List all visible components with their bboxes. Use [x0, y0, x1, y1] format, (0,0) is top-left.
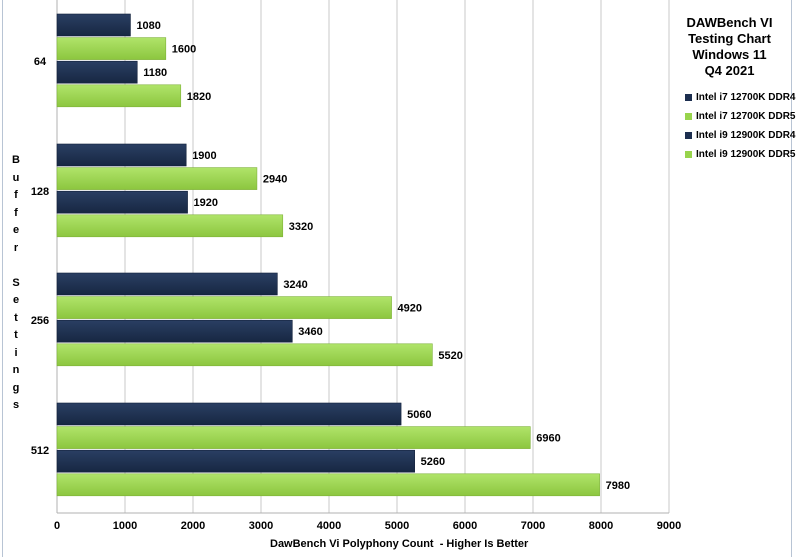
data-label: 1180 [143, 67, 167, 79]
data-label: 3240 [283, 279, 307, 291]
legend-label: Intel i9 12900K DDR4 [696, 130, 796, 141]
y-axis-label-char: t [14, 311, 18, 324]
legend-label: Intel i7 12700K DDR5 [696, 111, 796, 122]
legend-swatch [685, 94, 692, 101]
y-axis-label-char: u [12, 171, 20, 184]
x-tick-label: 2000 [181, 520, 205, 532]
data-label: 1820 [187, 91, 211, 103]
y-category-label: 512 [31, 445, 49, 457]
bar [56, 272, 278, 296]
bar [56, 37, 167, 60]
y-axis-label-char [10, 257, 22, 275]
bar [56, 84, 182, 108]
y-axis-label-char: B [12, 154, 20, 166]
y-category-label: 64 [34, 56, 47, 68]
y-axis-label-char: g [12, 381, 20, 394]
bar [56, 143, 187, 167]
data-label: 1080 [136, 20, 160, 32]
bars: 1080 1600 1180 1820 1900 2940 1920 3320 3240 4920… [56, 13, 630, 497]
legend: DAWBench VI Testing Chart Windows 11 Q4 202… [669, 0, 796, 535]
chart-title: DAWBench VI Testing Chart Windows 11 Q4 202… [669, 15, 790, 79]
data-label: 3320 [289, 221, 313, 233]
y-axis-label-char: n [12, 364, 20, 376]
y-axis-label-char: r [13, 241, 19, 254]
data-label: 1920 [194, 197, 218, 209]
x-tick-label: 9000 [657, 520, 681, 532]
chart-title-line: Q4 2021 [704, 63, 755, 78]
legend-swatch [685, 151, 692, 158]
bar [56, 296, 392, 319]
bar [56, 190, 188, 214]
chart-title-line: DAWBench VI [686, 15, 773, 30]
data-label: 1600 [172, 44, 196, 56]
legend-item: Intel i9 12900K DDR4 [685, 126, 796, 145]
y-axis-label-char: e [12, 294, 20, 306]
x-tick-label: 1000 [113, 520, 137, 532]
data-label: 2940 [263, 174, 287, 186]
legend-swatch [685, 132, 692, 139]
bar [56, 60, 138, 84]
data-label: 5520 [438, 350, 462, 362]
data-label: 1900 [192, 150, 216, 162]
x-tick-label: 4000 [317, 520, 341, 532]
y-axis-label-char: S [12, 276, 20, 289]
bar [56, 402, 402, 426]
legend-label: Intel i7 12700K DDR4 [696, 92, 796, 103]
x-tick-label: 6000 [453, 520, 477, 532]
x-tick-label: 0 [54, 520, 60, 532]
data-label: 3460 [298, 326, 322, 338]
y-axis-label-char: s [12, 399, 20, 411]
bar [56, 426, 531, 449]
y-axis-label-char: f [14, 206, 18, 219]
y-category-label: 256 [31, 315, 49, 327]
legend-item: Intel i7 12700K DDR4 [685, 88, 796, 107]
x-axis-label: DawBench Vi Polyphony Count - Higher Is … [270, 538, 529, 550]
legend-item: Intel i7 12700K DDR5 [685, 107, 796, 126]
bar [56, 343, 433, 367]
chart-title-line: Windows 11 [692, 47, 767, 62]
data-label: 6960 [536, 433, 560, 445]
y-axis-label-char: t [14, 329, 18, 341]
y-axis-label-char: f [14, 189, 18, 201]
data-label: 5260 [421, 456, 445, 468]
x-axis-ticks: 0 1000 2000 3000 4000 5000 6000 7000 8000 9000 [54, 520, 681, 532]
data-label: 4920 [398, 303, 422, 315]
bar [56, 449, 415, 473]
legend-swatch [685, 113, 692, 120]
bar [56, 13, 131, 37]
bar [56, 473, 600, 497]
x-tick-label: 5000 [385, 520, 409, 532]
chart-title-line: Testing Chart [688, 31, 771, 46]
x-tick-label: 3000 [249, 520, 273, 532]
y-axis-label-char: i [14, 346, 18, 359]
bar [56, 319, 293, 343]
x-tick-label: 8000 [589, 520, 613, 532]
legend-label: Intel i9 12900K DDR5 [696, 149, 796, 160]
legend-item: Intel i9 12900K DDR5 [685, 145, 796, 164]
y-axis-categories: 64 128 256 512 [31, 56, 49, 457]
data-label: 7980 [606, 480, 630, 492]
bar [56, 167, 258, 190]
y-category-label: 128 [31, 186, 49, 198]
data-label: 5060 [407, 409, 431, 421]
x-tick-label: 7000 [521, 520, 545, 532]
legend-items: Intel i7 12700K DDR4 Intel i7 12700K DDR5… [685, 88, 796, 164]
bar [56, 214, 284, 238]
y-axis-label-char: e [12, 224, 20, 236]
